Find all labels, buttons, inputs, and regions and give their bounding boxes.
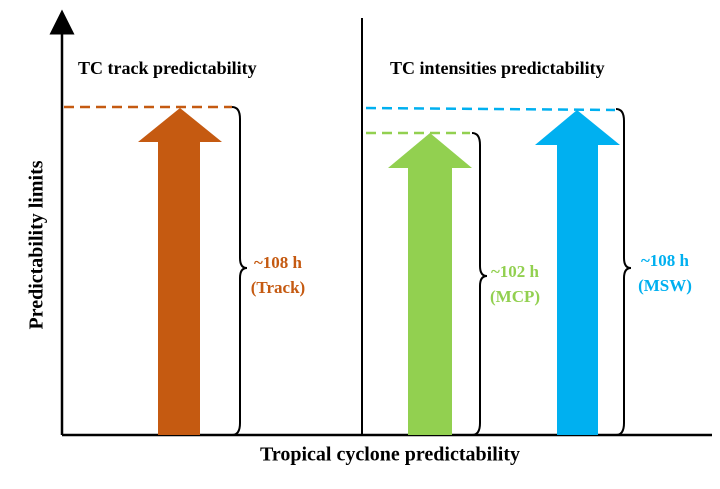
arrow-label: ~102 h	[491, 262, 540, 281]
arrow	[138, 108, 222, 435]
x-axis-label: Tropical cyclone predictability	[260, 444, 520, 466]
y-axis-label: Predictability limits	[26, 160, 48, 329]
arrow-label: ~108 h	[641, 251, 690, 270]
arrow-name: (MCP)	[490, 287, 540, 306]
brace	[471, 132, 488, 436]
arrow-label: ~108 h	[254, 253, 303, 272]
brace	[231, 106, 248, 436]
panel-title: TC track predictability	[78, 58, 257, 78]
arrow-name: (Track)	[251, 278, 305, 297]
panel-title: TC intensities predictability	[390, 58, 605, 78]
arrow	[535, 110, 620, 435]
limit-line	[365, 106, 616, 112]
arrow-name: (MSW)	[638, 276, 692, 295]
arrow	[388, 133, 472, 435]
brace	[615, 108, 632, 436]
